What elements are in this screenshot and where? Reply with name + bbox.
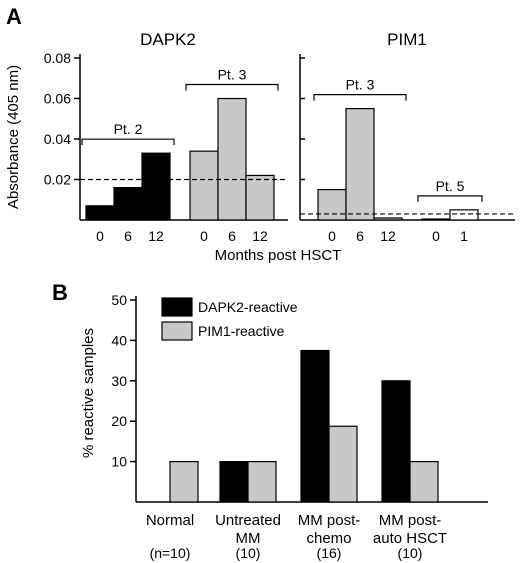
panel-a-y-tick-label: 0.04 — [44, 131, 71, 147]
dapk2-bar — [141, 152, 171, 221]
dapk2-patient-label: Pt. 3 — [218, 67, 247, 83]
dapk2-patient-label: Pt. 2 — [114, 121, 143, 137]
panel-b-y-tick-label: 10 — [111, 454, 127, 470]
panel-b-bar — [409, 461, 439, 503]
pim1-patient-label: Pt. 3 — [346, 77, 375, 93]
sample-size-label: (16) — [317, 545, 342, 561]
panel-b-bar — [381, 380, 411, 503]
panel-b-letter: B — [52, 280, 68, 305]
pim1-bar — [345, 108, 375, 221]
panel-a-y-tick-label: 0.06 — [44, 91, 71, 107]
category-label-line2: auto HSCT — [373, 530, 447, 547]
panel-b-y-tick-label: 40 — [111, 332, 127, 348]
pim1-title: PIM1 — [387, 30, 427, 49]
category-label: Untreated — [215, 512, 281, 529]
dapk2-bar — [189, 150, 219, 221]
panel-b-bar — [169, 461, 199, 503]
category-label-line2: MM — [236, 530, 261, 547]
panel-a-ylabel: Absorbance (405 nm) — [5, 65, 22, 209]
pim1-bracket — [313, 94, 407, 101]
category-label: Normal — [146, 512, 194, 529]
legend-swatch — [161, 321, 193, 341]
dapk2-bracket — [185, 83, 279, 91]
pim1-x-tick-label: 1 — [460, 228, 468, 244]
pim1-bar — [317, 189, 347, 221]
dapk2-title: DAPK2 — [140, 30, 196, 49]
dapk2-bar — [245, 174, 275, 221]
panel-a-y-tick-label: 0.08 — [44, 50, 71, 66]
pim1-x-tick-label: 0 — [432, 228, 440, 244]
dapk2-bar — [85, 205, 115, 221]
dapk2-bracket — [81, 138, 175, 146]
pim1-x-tick-label: 0 — [328, 228, 336, 244]
panel-a-y-tick-label: 0.02 — [44, 172, 71, 188]
dapk2-x-tick-label: 0 — [200, 228, 208, 244]
pim1-patient-label: Pt. 5 — [436, 178, 465, 194]
dapk2-x-tick-label: 6 — [228, 228, 236, 244]
pim1-bar — [373, 217, 403, 221]
legend-label: DAPK2-reactive — [198, 299, 298, 315]
panel-b-bar — [247, 461, 277, 503]
pim1-x-tick-label: 6 — [356, 228, 364, 244]
sample-size-label: (10) — [236, 545, 261, 561]
pim1-bracket — [417, 195, 483, 202]
panel-a-xlabel: Months post HSCT — [215, 247, 342, 264]
panel-b-bar — [219, 461, 249, 503]
pim1-bar — [421, 218, 451, 221]
sample-size-label: (10) — [398, 545, 423, 561]
dapk2-bar — [217, 97, 247, 221]
category-label: MM post- — [379, 512, 442, 529]
legend-label: PIM1-reactive — [198, 323, 285, 339]
panel-b-y-tick-label: 20 — [111, 413, 127, 429]
panel-b-bar — [300, 349, 330, 503]
panel-b-bar — [328, 425, 358, 503]
panel-b-ylabel: % reactive samples — [80, 328, 97, 458]
dapk2-bar — [113, 187, 143, 221]
legend-swatch — [161, 297, 193, 317]
pim1-bar — [449, 209, 479, 221]
dapk2-x-tick-label: 12 — [252, 228, 268, 244]
panel-b-y-tick-label: 30 — [111, 373, 127, 389]
dapk2-x-tick-label: 0 — [96, 228, 104, 244]
pim1-x-tick-label: 12 — [380, 228, 396, 244]
panel-a-letter: A — [6, 4, 22, 29]
category-label: MM post- — [298, 512, 361, 529]
panel-b-y-tick-label: 50 — [111, 292, 127, 308]
category-label-line2: chemo — [306, 530, 351, 547]
dapk2-x-tick-label: 6 — [124, 228, 132, 244]
sample-size-label: (n=10) — [150, 545, 191, 561]
dapk2-x-tick-label: 12 — [148, 228, 164, 244]
